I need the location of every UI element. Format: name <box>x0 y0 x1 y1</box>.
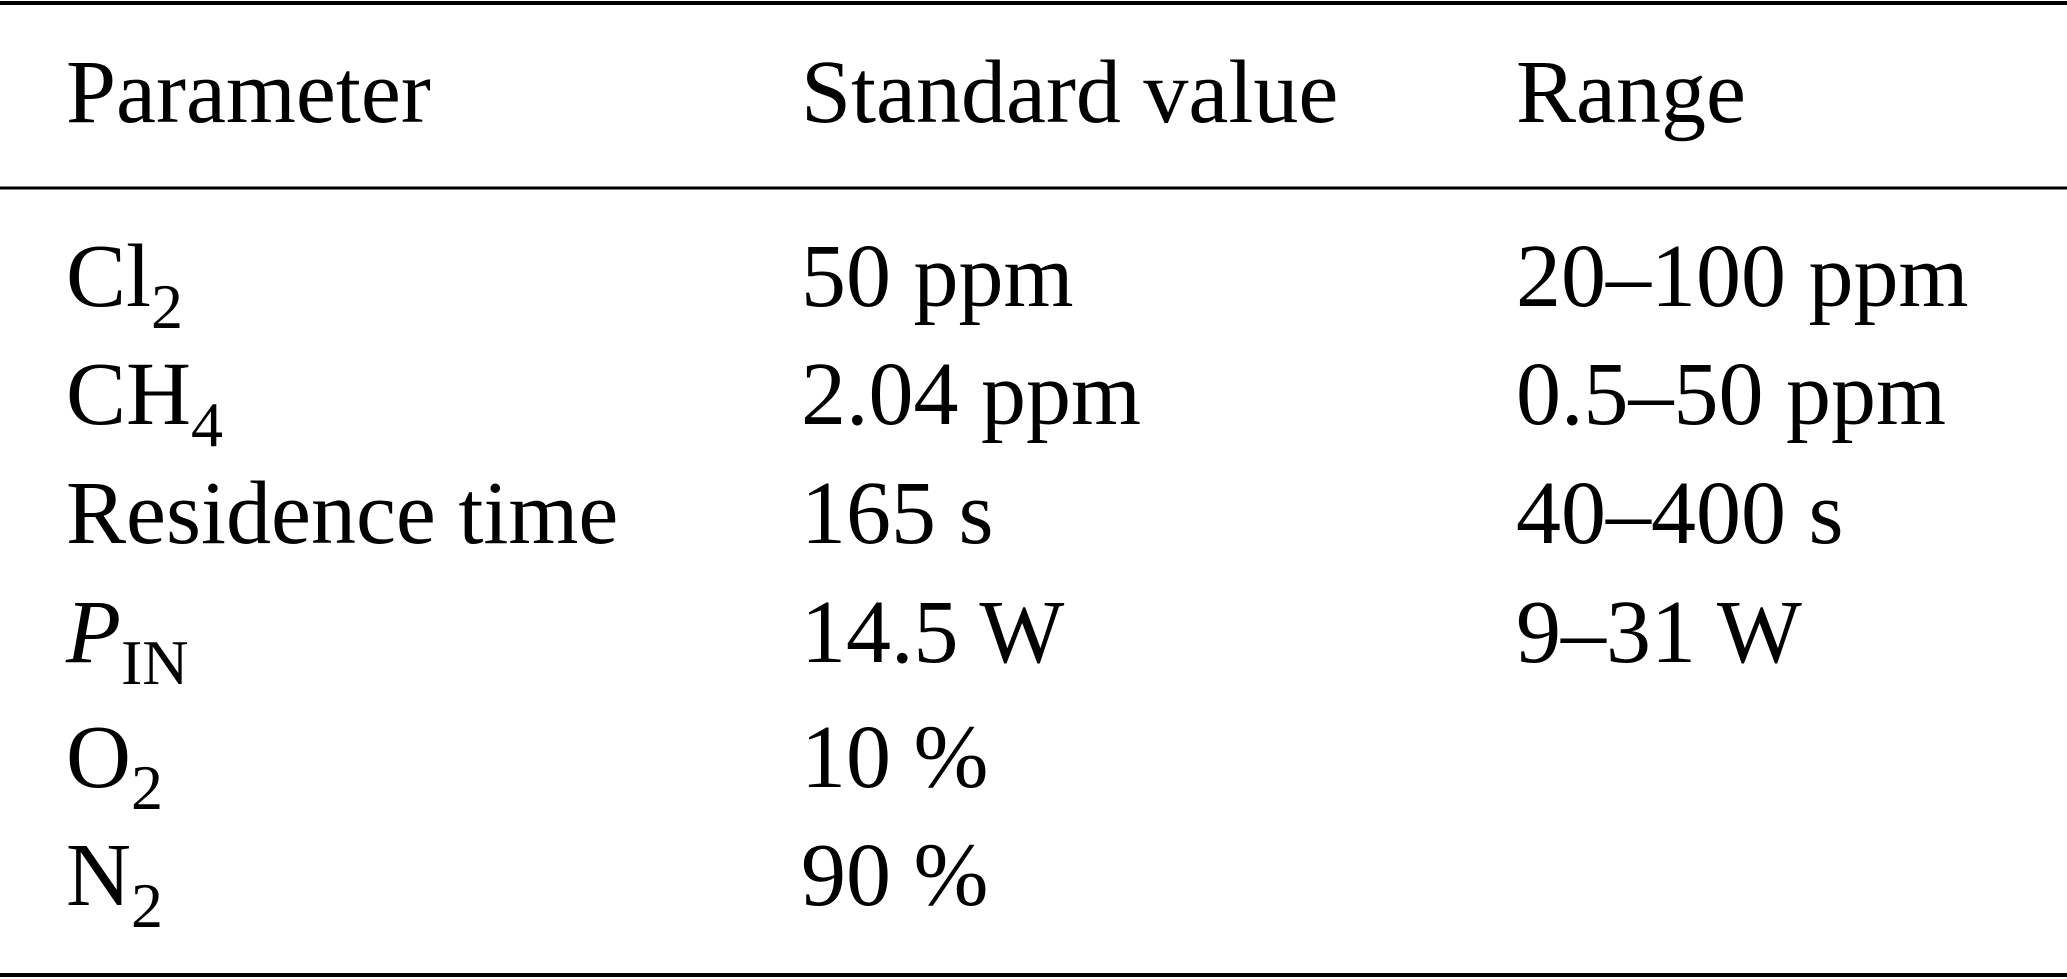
subscript: 4 <box>191 389 223 460</box>
parameter-symbol: N <box>66 826 131 925</box>
range-cell: 20–100 ppm <box>1516 227 1969 326</box>
range-cell: 9–31 W <box>1516 583 1802 682</box>
header-cell: Standard value <box>801 43 1338 142</box>
parameter-symbol: CH <box>66 345 191 444</box>
range-cell: 0.5–50 ppm <box>1516 345 1946 444</box>
subscript: 2 <box>151 271 183 342</box>
standard-value-cell: 165 s <box>801 464 994 563</box>
standard-value-cell: 90 % <box>801 826 988 925</box>
standard-value-cell: 14.5 W <box>801 583 1064 682</box>
parameter-symbol: Residence time <box>66 464 618 563</box>
parameter-cell: O2 <box>66 708 163 823</box>
parameter-cell: CH4 <box>66 345 223 460</box>
range-cell: 40–400 s <box>1516 464 1844 563</box>
parameter-cell: PIN <box>65 583 189 698</box>
parameter-cell: Residence time <box>66 464 618 563</box>
header-cell: Parameter <box>66 43 431 142</box>
parameter-symbol: P <box>65 583 121 682</box>
parameter-cell: N2 <box>66 826 163 941</box>
subscript: IN <box>121 627 189 698</box>
subscript: 2 <box>131 752 163 823</box>
standard-value-cell: 50 ppm <box>801 227 1074 326</box>
parameter-cell: Cl2 <box>66 227 183 342</box>
parameter-symbol: Cl <box>66 227 151 326</box>
header-cell: Range <box>1516 43 1746 142</box>
subscript: 2 <box>131 870 163 941</box>
parameter-symbol: O <box>66 708 131 807</box>
standard-value-cell: 2.04 ppm <box>801 345 1141 444</box>
standard-value-cell: 10 % <box>801 708 988 807</box>
